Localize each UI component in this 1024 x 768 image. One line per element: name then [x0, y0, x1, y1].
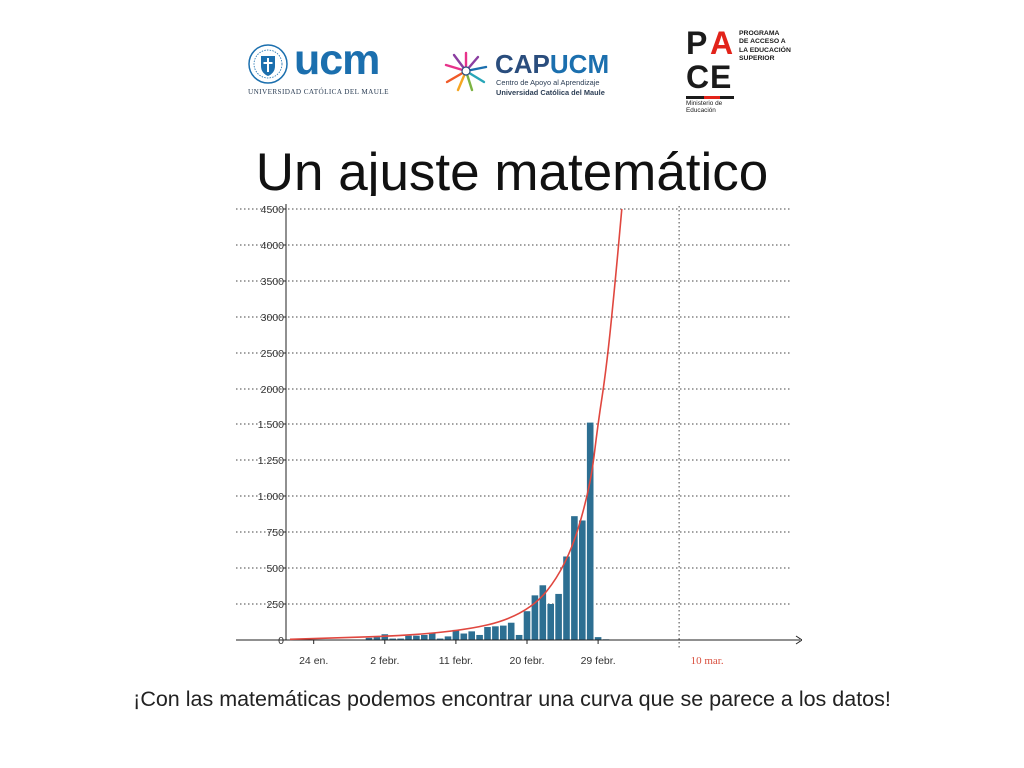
bar	[436, 638, 444, 640]
pace-side-line: DE ACCESO A	[739, 38, 786, 46]
capucm-ucm-text: UCM	[549, 49, 610, 79]
y-tick-label: 3500	[261, 276, 285, 288]
y-tick-label: 1.500	[258, 419, 284, 431]
pace-letters: P A C E	[686, 26, 733, 92]
pace-ministry-line: Ministerio de	[686, 100, 723, 107]
bar	[563, 556, 570, 640]
fit-curve	[289, 208, 623, 641]
vertical-marker-label: 10 mar.	[691, 655, 724, 667]
x-tick-label: 2 febr.	[370, 655, 399, 667]
page-title: Un ajuste matemático	[255, 143, 769, 202]
ucm-logo: ucm UNIVERSIDAD CATÓLICA DEL MAULE	[246, 36, 406, 102]
bar	[492, 626, 499, 640]
y-tick-label: 0	[278, 635, 284, 647]
y-tick-label: 1.250	[258, 455, 284, 467]
pace-letter-c: C	[686, 59, 709, 92]
bar	[468, 631, 475, 640]
exponential-fit-chart: 0 250 500 750 1.000 1.250 1.500 2000 2500 3000 350…	[228, 196, 802, 678]
pace-side-line: PROGRAMA	[739, 30, 780, 37]
bar	[428, 632, 436, 640]
pace-divider-accent	[704, 96, 720, 99]
y-tick-label: 750	[266, 527, 284, 539]
bar	[484, 627, 491, 640]
capucm-line1: Centro de Apoyo al Aprendizaje	[496, 78, 600, 87]
x-axis-arrow	[795, 635, 802, 645]
bar	[460, 633, 468, 640]
bar	[413, 635, 420, 640]
bar	[421, 634, 428, 640]
ucm-seal-icon	[248, 44, 288, 84]
capucm-flower-icon	[444, 51, 488, 92]
y-tick-label: 4000	[261, 240, 285, 252]
bar	[507, 622, 515, 640]
bar	[579, 520, 586, 640]
capucm-wordmark: CAPUCM	[495, 49, 609, 80]
pace-logo: P A C E PROGRAMA DE ACCESO A LA EDUCACIÓ…	[686, 26, 796, 116]
bar	[571, 516, 578, 640]
y-tick-label: 250	[266, 599, 284, 611]
x-tick-label: 29 febr.	[581, 655, 616, 667]
bar	[389, 638, 396, 640]
y-tick-label: 1.000	[258, 491, 284, 503]
bar	[523, 611, 531, 640]
bar	[373, 637, 381, 640]
bar	[555, 593, 562, 640]
bar	[531, 595, 539, 640]
pace-ministry: Ministerio de Educación	[686, 100, 722, 115]
bar	[381, 634, 389, 640]
pace-letter-e: E	[710, 59, 731, 92]
y-tick-label: 2500	[261, 348, 285, 360]
bar	[476, 634, 483, 640]
capucm-logo: CAPUCM Centro de Apoyo al Aprendizaje Un…	[443, 46, 638, 98]
y-tick-label: 500	[266, 563, 284, 575]
bar	[397, 638, 404, 640]
y-tick-label: 2000	[261, 384, 285, 396]
pace-letter-p: P	[686, 26, 707, 61]
x-tick-label: 11 febr.	[439, 655, 473, 667]
capucm-cap-text: CAP	[495, 49, 550, 79]
ucm-subtitle: UNIVERSIDAD CATÓLICA DEL MAULE	[248, 88, 389, 96]
bar	[365, 637, 373, 640]
y-tick-label: 4500	[261, 204, 285, 216]
bar	[539, 585, 547, 640]
bar	[515, 634, 523, 640]
x-tick-label: 20 febr.	[509, 655, 544, 667]
y-tick-label: 3000	[261, 312, 285, 324]
bar	[452, 629, 460, 640]
pace-side-line: SUPERIOR	[739, 54, 775, 62]
pace-side-text: PROGRAMA DE ACCESO A LA EDUCACIÓN SUPERI…	[739, 30, 791, 63]
bar	[594, 637, 602, 640]
bar	[500, 625, 507, 640]
x-tick-label: 24 en.	[299, 655, 328, 667]
pace-letter-a: A	[710, 26, 733, 61]
ucm-wordmark: ucm	[294, 36, 380, 84]
bar	[586, 422, 594, 640]
pace-ministry-line: Educación	[686, 107, 716, 115]
bar	[547, 604, 554, 640]
pace-side-line: LA EDUCACIÓN	[739, 46, 791, 54]
bar	[444, 636, 452, 640]
capucm-line2: Universidad Católica del Maule	[496, 88, 605, 97]
caption: ¡Con las matemáticas podemos encontrar u…	[133, 687, 891, 711]
bar	[405, 635, 412, 640]
